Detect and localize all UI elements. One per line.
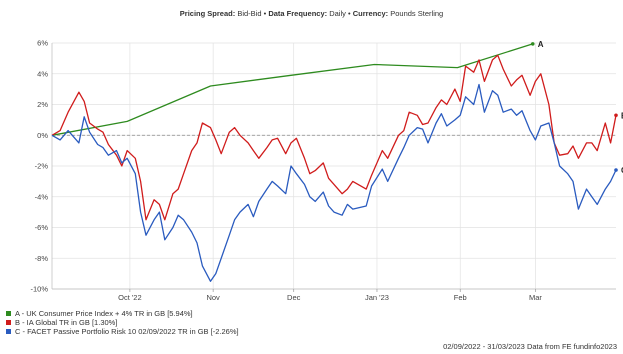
y-tick-label: -4% [35,192,49,201]
data-source: Data from FE fundinfo2023 [526,342,617,351]
series-end-label: C [621,166,623,175]
data-frequency-value: Daily [329,9,346,18]
chart-subtitle: Pricing Spread: Bid-Bid • Data Frequency… [0,9,623,18]
x-tick-label: Nov [206,293,220,302]
x-tick-label: Feb [454,293,467,302]
pricing-spread-label: Pricing Spread: [179,9,236,18]
series-end-marker [530,42,535,46]
series-line-c [51,83,617,282]
currency-label: Currency: [352,9,389,18]
y-tick-label: 0% [37,131,48,140]
x-axis-ticks: Oct '22 Nov Dec Jan '23 Feb Mar [118,289,542,302]
y-tick-label: -2% [35,162,49,171]
x-tick-label: Mar [529,293,542,302]
pricing-spread-value: Bid-Bid [237,9,262,18]
series-end-labels: A B C [530,40,623,175]
chart-series [51,43,617,282]
legend-item-c: C - FACET Passive Portfolio Risk 10 02/0… [6,327,239,336]
legend-swatch-b [6,320,11,325]
chart-legend: A - UK Consumer Price Index + 4% TR in G… [6,309,239,336]
y-tick-label: 2% [37,100,48,109]
x-tick-label: Oct '22 [118,293,142,302]
data-frequency-label: Data Frequency: [268,9,328,18]
currency-value: Pounds Sterling [390,9,444,18]
y-tick-label: -8% [35,254,49,263]
legend-swatch-c [6,329,11,334]
legend-item-a: A - UK Consumer Price Index + 4% TR in G… [6,309,239,318]
series-line-a [51,43,533,136]
chart-grid [51,42,616,290]
legend-label-b: B - IA Global TR in GB [1.30%] [15,318,118,327]
legend-item-b: B - IA Global TR in GB [1.30%] [6,318,239,327]
series-end-marker [614,168,618,172]
legend-label-a: A - UK Consumer Price Index + 4% TR in G… [15,309,193,318]
series-end-label: B [621,111,623,120]
y-tick-label: -10% [30,285,48,294]
legend-label-c: C - FACET Passive Portfolio Risk 10 02/0… [15,327,239,336]
series-line-b [51,54,617,221]
x-tick-label: Jan '23 [365,293,389,302]
date-range: 02/09/2022 - 31/03/2023 [443,342,525,351]
y-axis-ticks: 6% 4% 2% 0% -2% -4% -6% -8% -10% [30,39,48,294]
series-end-marker [614,113,618,118]
subtitle-separator: • [263,9,267,18]
legend-swatch-a [6,311,11,316]
x-tick-label: Dec [287,293,301,302]
subtitle-separator: • [347,9,351,18]
chart-footer: 02/09/2022 - 31/03/2023 Data from FE fun… [443,342,617,351]
y-tick-label: -6% [35,223,49,232]
y-tick-label: 6% [37,39,48,48]
y-tick-label: 4% [37,69,48,78]
series-end-label: A [538,40,544,49]
